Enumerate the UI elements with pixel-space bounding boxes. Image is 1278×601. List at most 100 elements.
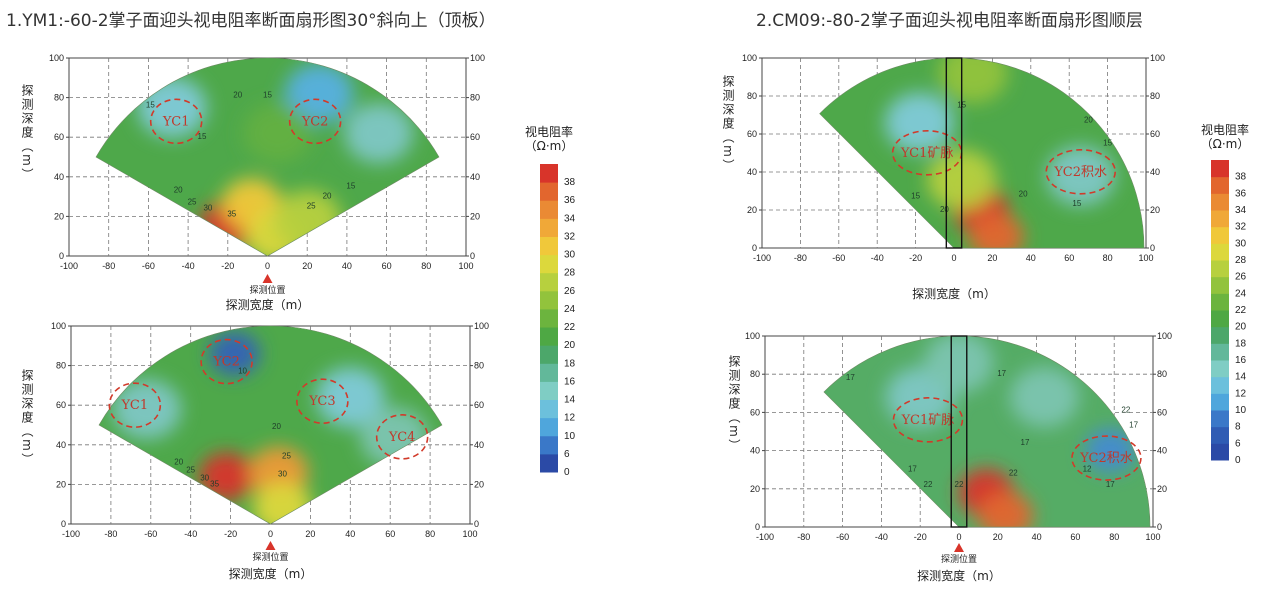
colorbar-tick-label: 26 [1235,272,1247,283]
colorbar-swatch [1211,176,1229,194]
anomaly-zone-outline [296,378,349,425]
contour-label: 22 [1009,468,1018,477]
resistivity-blob [315,367,385,428]
anomaly-zone-label: YC1矿脉 [900,146,954,161]
colorbar-swatch [540,435,558,455]
colorbar-swatch [540,417,558,437]
x-tick-label: 60 [1070,532,1080,542]
fan-outline [823,335,1151,528]
y-tick-label-left: 40 [54,172,64,182]
colorbar-swatch [540,236,558,256]
colorbar-tick-label: 6 [1235,438,1241,449]
colorbar-title: 视电阻率 [525,124,573,139]
colorbar-tick-label: 10 [1235,405,1247,416]
x-tick-label: -40 [184,529,197,539]
colorbar-swatch [540,182,558,201]
detection-window [950,335,968,528]
y-tick-label-right: 80 [1150,91,1160,101]
resistivity-fan [819,58,1144,248]
y-tick-label-left: 100 [49,53,64,63]
x-tick-label: -100 [60,261,78,271]
y-tick-label-right: 60 [1157,407,1167,417]
anomaly-zone-label: YC1 [162,114,190,129]
y-tick-label-right: 20 [474,479,484,489]
y-tick-label-left: 80 [747,91,757,101]
colorbar-tick-label: 36 [1235,188,1247,199]
colorbar-tick-label: 38 [564,177,576,188]
x-tick-label: -100 [756,532,774,542]
colorbar-swatch [1211,393,1229,411]
y-tick-label-left: 20 [750,484,760,494]
colorbar-tick-label: 22 [1235,305,1247,316]
y-tick-label-right: 100 [1150,53,1165,63]
x-tick-label: -60 [142,261,155,271]
contour-label: 30 [203,203,212,212]
anomaly-zone-outline [1045,149,1117,195]
x-tick-label: 80 [1109,532,1119,542]
y-tick-label-left: 0 [752,243,757,253]
detection-position-marker [954,543,964,552]
y-tick-label-left: 40 [747,167,757,177]
y-tick-label-left: 80 [56,361,66,371]
y-tick-label-right: 100 [470,53,485,63]
colorbar-tick-label: 10 [564,431,576,442]
anomaly-zone-outline [892,397,964,443]
y-tick-label-left: 20 [56,479,66,489]
anomaly-zone-outline [288,98,342,145]
resistivity-blob [242,103,312,164]
contour-label: 25 [188,198,197,207]
y-tick-label-left: 100 [745,331,760,341]
colorbar-swatch [1211,293,1229,311]
contour-label: 17 [997,369,1006,378]
x-tick-label: -100 [62,529,80,539]
fan-outline [95,57,440,257]
colorbar-swatch [1211,343,1229,361]
x-tick-label: -80 [104,529,117,539]
colorbar-tick-label: 18 [564,358,576,369]
resistivity-blob [209,331,260,376]
y-tick-label-left: 0 [755,522,760,532]
colorbar-swatch [1211,243,1229,261]
colorbar-tick-label: 30 [564,250,576,261]
colorbar-tick-label: 12 [1235,388,1247,399]
detection-position-label: 探测位置 [249,284,285,296]
colorbar-swatch [540,363,558,382]
y-tick-label-right: 40 [470,172,480,182]
resistivity-blob [884,92,954,153]
x-tick-label: -40 [182,261,195,271]
x-tick-label: -40 [875,532,888,542]
resistivity-blob [252,482,313,524]
y-tick-label-right: 20 [1150,205,1160,215]
x-tick-label: -80 [794,253,807,263]
colorbar-tick-label: 6 [564,449,570,460]
y-axis-label: 探测深度（m） [727,355,741,453]
colorbar-tick-label: 0 [564,467,570,478]
y-tick-label-right: 0 [474,519,479,529]
resistivity-blob [924,336,994,393]
resistivity-blob [968,212,1024,248]
colorbar-swatch [1211,160,1229,178]
contour-label: 20 [1019,190,1028,199]
x-tick-label: -20 [224,529,237,539]
contour-label: 20 [1084,116,1093,125]
x-tick-label: 20 [993,532,1003,542]
contour-label: 20 [174,458,183,467]
colorbar-swatch [540,218,558,237]
x-axis-label: 探测宽度（m） [229,566,313,581]
y-tick-label-right: 60 [1150,129,1160,139]
colorbar-tick-label: 20 [564,340,576,351]
x-tick-label: 60 [385,529,395,539]
y-tick-label-right: 40 [474,440,484,450]
detection-position-marker [265,541,276,550]
colorbar-title: 视电阻率 [1201,122,1249,137]
x-tick-label: 0 [951,253,956,263]
colorbar-tick-label: 28 [1235,255,1247,266]
y-axis-label: 探测深度（m） [721,75,735,173]
colorbar-swatch [1211,426,1229,444]
resistivity-fan [96,58,439,256]
colorbar-tick-label: 12 [564,413,576,424]
colorbar-tick-label: 22 [564,322,576,333]
y-tick-label-left: 60 [750,407,760,417]
colorbar-swatch [540,453,558,473]
